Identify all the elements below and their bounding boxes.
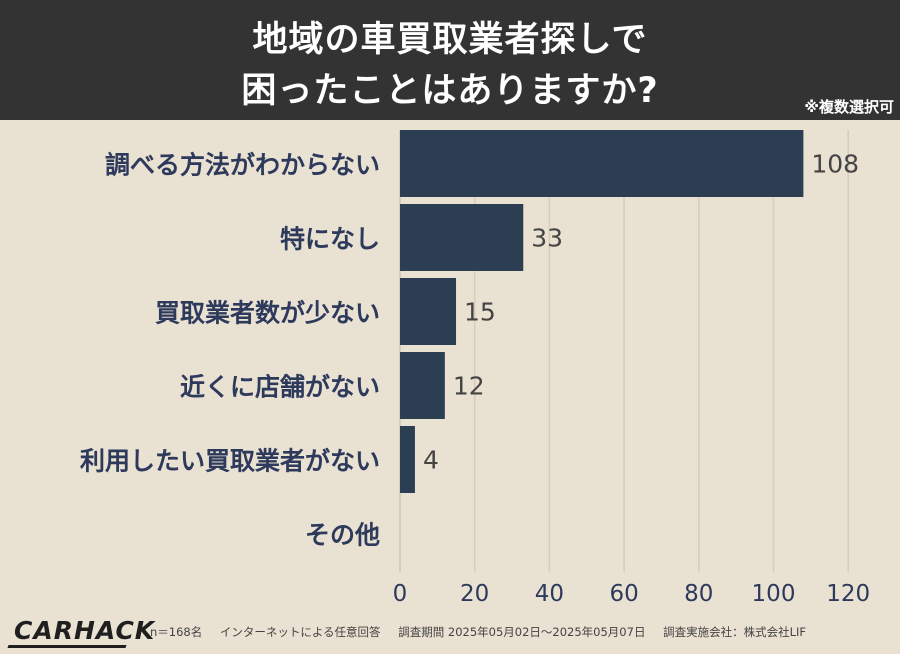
category-label: 買取業者数が少ない — [155, 299, 380, 328]
chart-title-line-2: 困ったことはありますか? — [241, 71, 659, 111]
data-label: 108 — [811, 150, 859, 179]
footer: CARHACK n＝168名 インターネットによる任意回答 調査期間 2025年… — [0, 612, 900, 654]
category-label: 調べる方法がわからない — [105, 151, 380, 180]
category-label: 近くに店舗がない — [180, 373, 380, 402]
bar — [400, 352, 445, 419]
x-tick-label: 100 — [752, 581, 796, 607]
data-label: 33 — [531, 224, 563, 253]
survey-info: n＝168名 インターネットによる任意回答 調査期間 2025年05月02日～2… — [150, 624, 820, 640]
multiple-choice-note: ※複数選択可 — [804, 98, 894, 116]
data-label: 4 — [423, 446, 439, 475]
bar — [400, 204, 524, 271]
title-banner: 地域の車買取業者探しで 困ったことはありますか? ※複数選択可 — [0, 0, 900, 120]
bar-chart: 0 20 40 60 80 100 120 調べる方法がわからない 108 特になし 33 買取業者数… — [80, 130, 870, 607]
survey-company: 調査実施会社：株式会社LIF — [663, 625, 807, 639]
category-label: その他 — [305, 521, 380, 550]
x-tick-label: 80 — [684, 581, 713, 607]
logo-underline — [7, 645, 127, 648]
x-tick-label: 120 — [826, 581, 870, 607]
chart-title-line-1: 地域の車買取業者探しで — [252, 20, 648, 60]
survey-period: 調査期間 2025年05月02日～2025年05月07日 — [398, 625, 646, 639]
x-tick-label: 40 — [535, 581, 564, 607]
survey-method: インターネットによる任意回答 — [219, 625, 381, 639]
bar — [400, 426, 415, 493]
bar — [400, 130, 804, 197]
category-label: 利用したい買取業者がない — [80, 447, 380, 476]
category-label: 特になし — [280, 225, 380, 254]
data-label: 12 — [453, 372, 485, 401]
x-tick-label: 60 — [609, 581, 638, 607]
carhack-logo: CARHACK — [14, 616, 156, 645]
x-tick-label: 0 — [393, 581, 408, 607]
x-tick-label: 20 — [460, 581, 489, 607]
data-label: 15 — [464, 298, 496, 327]
sample-size: n＝168名 — [150, 625, 203, 639]
bar — [400, 278, 457, 345]
